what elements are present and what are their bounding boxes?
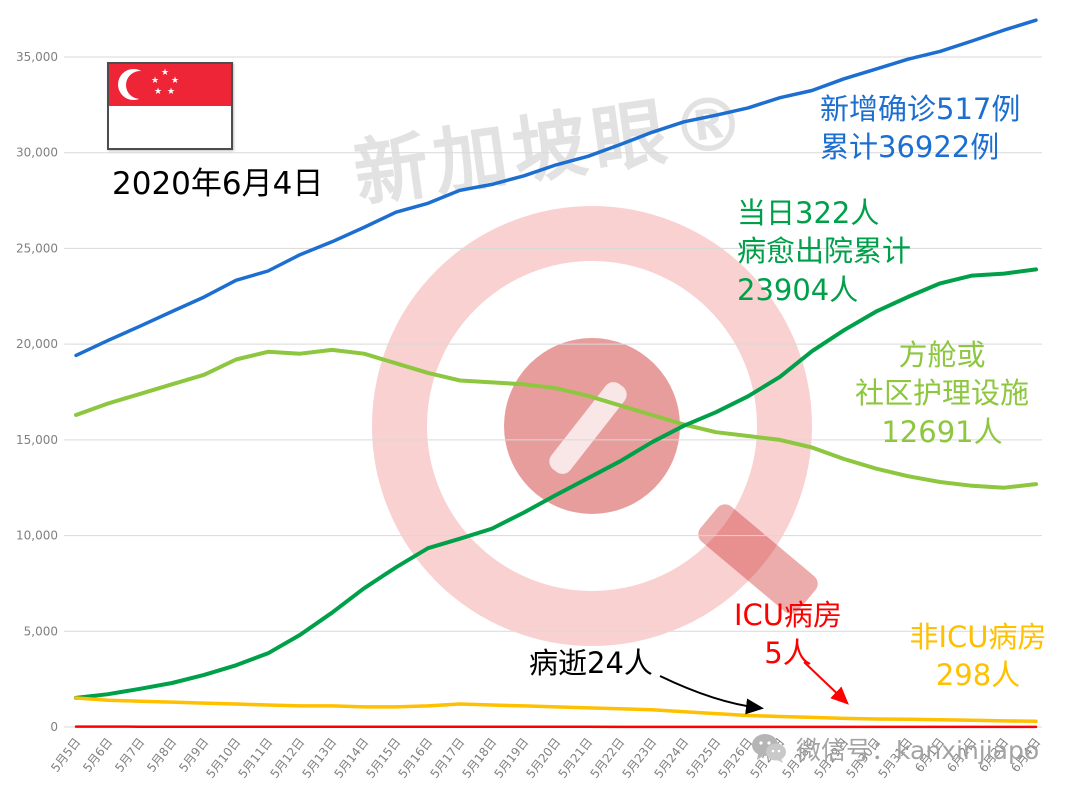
icu-annotation-line2: 5人 — [764, 636, 812, 671]
y-axis-tick-label: 15,000 — [16, 433, 58, 447]
deaths-annotation: 病逝24人 — [529, 646, 653, 680]
wechat-id-label: 微信号：kanxinjiapo — [796, 736, 1040, 765]
watermark-logo-icon — [372, 206, 822, 646]
icu-annotation-line1: ICU病房 — [733, 598, 843, 632]
non-icu-annotation-line2: 298人 — [935, 658, 1021, 693]
recovered-annotation-line2: 病愈出院累计 — [737, 234, 912, 269]
community-annotation-line3: 12691人 — [881, 414, 1003, 449]
non-icu-annotation: 非ICU病房 298人 — [892, 618, 1064, 695]
flag-red-band: ★ ★ ★ ★ ★ — [109, 64, 231, 106]
recovered-annotation-line1: 当日322人 — [737, 196, 880, 230]
y-axis-tick-label: 35,000 — [16, 50, 58, 64]
singapore-flag: ★ ★ ★ ★ ★ — [107, 62, 233, 150]
flag-crescent-cut — [126, 71, 154, 99]
x-axis-tick-label: 5月6日 — [80, 735, 115, 775]
confirmed-annotation: 新增确诊517例 累计36922例 — [820, 90, 1020, 167]
flag-star-icon: ★ — [167, 87, 176, 97]
recovered-annotation: 当日322人 病愈出院累计 23904人 — [737, 194, 911, 309]
y-axis-tick-label: 25,000 — [16, 241, 58, 255]
wechat-icon — [752, 734, 786, 763]
community-annotation-line1: 方舱或 — [898, 338, 986, 372]
x-axis-tick-label: 5月7日 — [112, 735, 147, 775]
community-annotation-line2: 社区护理设施 — [854, 376, 1029, 411]
y-axis-tick-label: 10,000 — [16, 529, 58, 543]
icu-arrow — [803, 661, 849, 705]
x-axis-tick-label: 5月5日 — [48, 735, 83, 775]
series-line-confirmed — [74, 18, 1038, 358]
y-axis-tick-label: 0 — [50, 720, 58, 734]
series-line-recovered — [74, 267, 1038, 700]
date-label: 2020年6月4日 — [112, 166, 324, 202]
x-axis-tick-label: 5月8日 — [144, 735, 179, 775]
confirmed-annotation-line2: 累计36922例 — [820, 130, 1000, 165]
non-icu-annotation-line1: 非ICU病房 — [909, 620, 1047, 654]
flag-star-icon: ★ — [171, 76, 180, 86]
icu-annotation: ICU病房 5人 — [724, 596, 852, 673]
series-line-community — [74, 347, 1038, 490]
y-axis-tick-label: 30,000 — [16, 146, 58, 160]
community-annotation: 方舱或 社区护理设施 12691人 — [836, 336, 1048, 451]
y-axis-tick-label: 5,000 — [24, 624, 58, 638]
recovered-annotation-line3: 23904人 — [737, 272, 859, 307]
flag-star-icon: ★ — [154, 87, 163, 97]
wechat-footer: 微信号：kanxinjiapo — [750, 731, 1039, 767]
confirmed-annotation-line1: 新增确诊517例 — [820, 92, 1021, 126]
y-axis-tick-label: 20,000 — [16, 337, 58, 351]
deaths-arrow — [659, 675, 764, 715]
flag-star-icon: ★ — [161, 68, 170, 78]
series-line-non-icu — [74, 696, 1038, 724]
flag-star-icon: ★ — [151, 76, 160, 86]
